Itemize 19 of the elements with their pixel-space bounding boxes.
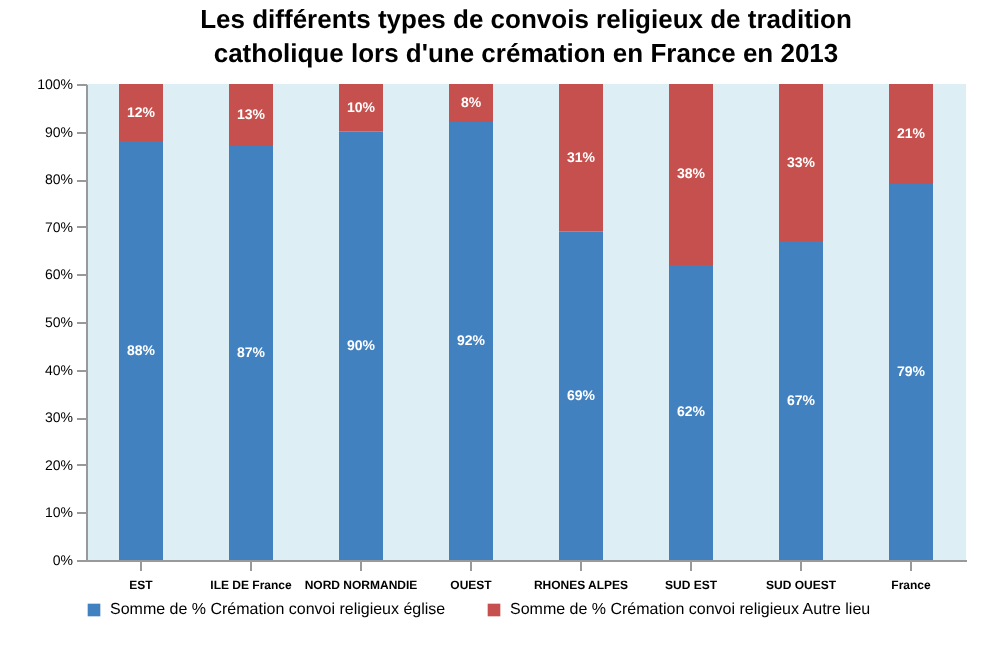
bar (119, 141, 163, 560)
bar (449, 122, 493, 560)
chart-title: Les différents types de convois religieux de tradition catholique lors d'une crémation en France en 2013 (200, 4, 852, 68)
bar (889, 183, 933, 560)
bar (229, 84, 273, 146)
bar (669, 264, 713, 560)
bar (119, 84, 163, 142)
bar (339, 131, 383, 560)
legend-label: Somme de % Crémation convoi religieux église (110, 600, 447, 618)
bar (779, 241, 823, 560)
bar (339, 84, 383, 132)
bar (229, 145, 273, 560)
bar (559, 231, 603, 560)
bar (669, 84, 713, 265)
bar (449, 84, 493, 123)
bar (559, 84, 603, 232)
legend-label: Somme de % Crémation convoi religieux Autre lieu (510, 600, 871, 618)
bar (779, 84, 823, 242)
bar (889, 84, 933, 184)
